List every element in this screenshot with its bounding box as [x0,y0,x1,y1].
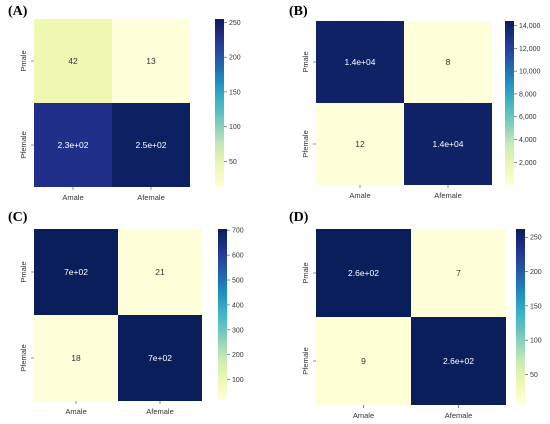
colorbar-tick-label: 10,000 [519,69,541,76]
cell-value-label: 2.6e+02 [348,268,379,278]
panel-label-b: (B) [289,4,308,19]
heatmap-cell [118,229,202,315]
y-tick-label: Pmale [19,261,28,282]
colorbar-tick-label: 14,000 [519,23,541,30]
heatmap-panel-1: 42 13 2.3e+02 2.5e+02 Amale Afemale Pmale Pfema… [19,19,241,202]
panel-label-a: (A) [8,4,28,19]
cell-value-label: 42 [68,56,78,66]
cell-value-label: 2.6e+02 [443,356,474,366]
heatmap-cell [316,103,404,185]
panel-label-d: (D) [289,210,309,225]
y-tick-label: Pmale [19,50,28,71]
y-tick-label: Pmale [301,51,310,72]
x-tick-label: Afemale [146,407,174,416]
cell-value-label: 9 [361,356,366,366]
x-tick-label: Amale [353,411,374,420]
cell-value-label: 2.3e+02 [58,140,89,150]
heatmap-cell [112,103,190,187]
y-tick-label: Pfemale [19,344,28,372]
x-tick-label: Afemale [137,193,165,202]
y-tick-label: Pmale [301,262,310,283]
colorbar-tick-label: 700 [232,228,244,235]
heatmap-cell [34,315,118,401]
cell-value-label: 7e+02 [64,267,88,277]
colorbar-tick-label: 200 [229,55,241,62]
colorbar-tick-label: 150 [229,89,241,96]
colorbar-tick-label: 50 [530,372,538,379]
cell-value-label: 1.4e+04 [345,57,376,67]
heatmap-cell [118,315,202,401]
cell-value-label: 21 [155,267,165,277]
colorbar-tick-label: 150 [530,303,542,310]
heatmap-cell [316,229,411,317]
x-tick-label: Afemale [434,191,462,200]
colorbar [215,19,224,187]
panel-label-c: (C) [8,210,28,225]
cell-value-label: 1.4e+04 [433,139,464,149]
heatmap-cell [34,229,118,315]
colorbar-tick-label: 8,000 [519,91,537,98]
colorbar-tick-label: 500 [232,278,244,285]
colorbar-tick-label: 400 [232,302,244,309]
x-tick-label: Amale [349,191,370,200]
y-tick-label: Pfemale [301,130,310,158]
colorbar-tick-label: 250 [530,235,542,242]
colorbar-tick-label: 4,000 [519,137,537,144]
heatmap-cell [316,317,411,405]
colorbar [505,21,514,185]
x-tick-label: Amale [62,193,83,202]
colorbar-tick-label: 100 [530,338,542,345]
colorbar [516,229,525,404]
cell-value-label: 7e+02 [148,353,172,363]
heatmap-cell [404,103,492,185]
y-tick-label: Pfemale [301,347,310,375]
heatmap-cell [411,317,506,405]
colorbar-tick-label: 250 [229,20,241,27]
cell-value-label: 2.5e+02 [136,140,167,150]
heatmap-panel-2: 1.4e+04 8 12 1.4e+04 Amale Afemale Pmale Pfemal… [301,21,541,200]
heatmap-cell [112,19,190,103]
colorbar-tick-label: 2,000 [519,160,537,167]
heatmap-panel-4: 2.6e+02 7 9 2.6e+02 Amale Afemale Pmale Pfemale… [301,229,542,420]
cell-value-label: 8 [446,57,451,67]
colorbar-tick-label: 200 [232,352,244,359]
heatmap-panel-3: 7e+02 21 18 7e+02 Amale Afemale Pmale Pfemale 10… [19,228,244,416]
colorbar-tick-label: 12,000 [519,46,541,53]
colorbar-tick-label: 6,000 [519,114,537,121]
cell-value-label: 18 [71,353,81,363]
colorbar [218,229,227,400]
x-tick-label: Afemale [445,411,473,420]
heatmap-cell [316,21,404,103]
heatmap-cell [34,103,112,187]
colorbar-tick-label: 100 [232,377,244,384]
heatmap-cell [34,19,112,103]
colorbar-tick-label: 100 [229,124,241,131]
heatmap-cell [411,229,506,317]
heatmap-cell [404,21,492,103]
y-tick-label: Pfemale [19,131,28,159]
colorbar-tick-label: 200 [530,269,542,276]
cell-value-label: 13 [146,56,156,66]
cell-value-label: 12 [355,139,365,149]
x-tick-label: Amale [65,407,86,416]
colorbar-tick-label: 300 [232,327,244,334]
colorbar-tick-label: 50 [229,159,237,166]
colorbar-tick-label: 600 [232,253,244,260]
cell-value-label: 7 [456,268,461,278]
